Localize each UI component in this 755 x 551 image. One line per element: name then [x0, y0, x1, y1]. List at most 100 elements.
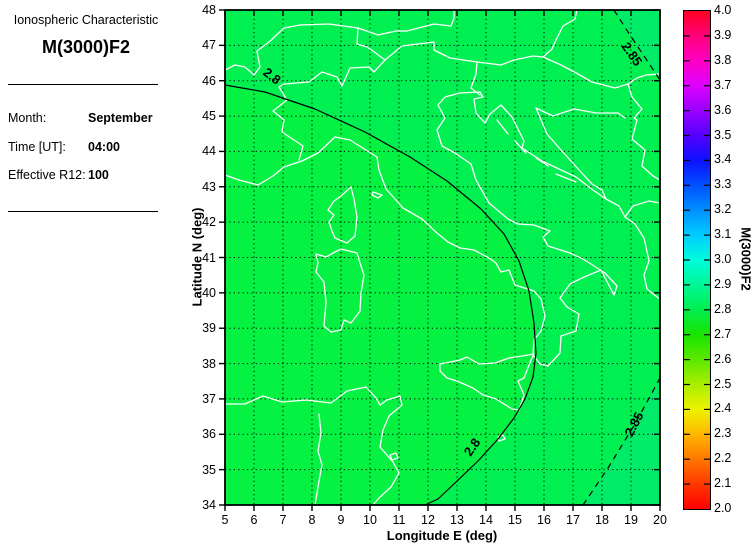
colorbar-tick-label: 2.1 [714, 476, 732, 491]
coastline-path [357, 9, 455, 36]
coastline-path [389, 452, 399, 461]
info-panel: Ionospheric Characteristic M(3000)F2 Mon… [0, 0, 172, 551]
x-tick-label: 13 [450, 513, 464, 527]
coastline-path [439, 353, 535, 411]
coastline-path [470, 61, 481, 96]
coastline-path [356, 27, 386, 61]
colorbar-tick-label: 2.2 [714, 451, 732, 466]
fill-region-above-2.85-northeast [614, 10, 660, 80]
colorbar-tick-label: 3.1 [714, 227, 732, 242]
coastline-path [272, 83, 304, 161]
colorbar-tick-label: 2.4 [714, 401, 732, 416]
y-tick-label: 39 [202, 321, 216, 336]
coastline-path [371, 191, 383, 199]
x-tick-label: 12 [421, 513, 435, 527]
contour-map-plot [219, 9, 662, 511]
y-tick-label: 40 [202, 285, 216, 300]
colorbar-tick-label: 2.3 [714, 426, 732, 441]
x-tick-label: 8 [308, 513, 316, 527]
coastline-path [224, 64, 255, 76]
divider [8, 211, 158, 212]
coastline-path [514, 140, 527, 154]
coastline-path [299, 23, 359, 29]
coastline-path [384, 41, 478, 63]
colorbar-tick-label: 2.9 [714, 276, 732, 291]
x-tick-label: 20 [653, 513, 667, 527]
x-tick-label: 5 [221, 513, 229, 527]
coastline-path [535, 107, 607, 200]
colorbar-tick-label: 3.0 [714, 252, 732, 266]
colorbar-tick-label: 4.0 [714, 3, 732, 17]
colorbar-tick-label: 2.8 [714, 301, 732, 316]
y-axis-title: Latitude N (deg) [189, 207, 205, 307]
coastline-path [555, 173, 577, 183]
y-tick-label: 37 [202, 391, 216, 406]
time-label: Time [UT]: [8, 140, 66, 154]
coastline-path [497, 434, 506, 442]
x-tick-label: 14 [479, 513, 493, 527]
colorbar [683, 10, 711, 510]
y-tick-label: 44 [202, 144, 216, 159]
coastline-path [535, 157, 549, 167]
coastline-path [476, 55, 544, 66]
colorbar-title: M(3000)F2 [738, 227, 754, 291]
x-tick-label: 11 [392, 513, 406, 527]
time-value: 04:00 [88, 140, 120, 154]
coastline-path [473, 91, 662, 301]
r12-row: Effective R12: 100 [0, 168, 172, 184]
colorbar-tick-label: 3.5 [714, 127, 732, 142]
coastline-path [283, 59, 386, 87]
colorbar-tick-label: 2.7 [714, 326, 732, 341]
y-tick-label: 35 [202, 462, 216, 477]
coastline-path [542, 56, 661, 89]
colorbar-tick-label: 3.8 [714, 52, 732, 67]
y-tick-label: 42 [202, 215, 216, 230]
colorbar-tick-label: 3.7 [714, 77, 732, 92]
panel-heading: Ionospheric Characteristic [13, 13, 159, 27]
coastline-path [542, 9, 578, 58]
colorbar-ticks [684, 35, 710, 485]
r12-value: 100 [88, 168, 109, 182]
divider [8, 84, 158, 85]
colorbar-tick-label: 3.9 [714, 27, 732, 42]
y-tick-label: 34 [202, 498, 216, 512]
colorbar-tick-label: 2.6 [714, 351, 732, 366]
coastline-path [627, 83, 661, 181]
coastline-path [535, 107, 626, 119]
colorbar-tick-label: 3.6 [714, 102, 732, 117]
y-tick-label: 43 [202, 179, 216, 194]
x-axis-title: Longitude E (deg) [386, 528, 498, 543]
month-value: September [88, 111, 153, 125]
colorbar-tick-label: 3.4 [714, 152, 732, 167]
x-tick-label: 9 [337, 513, 345, 527]
y-tick-label: 36 [202, 427, 216, 442]
y-tick-label: 41 [202, 250, 216, 265]
y-tick-label: 47 [202, 38, 216, 53]
y-tick-label: 46 [202, 73, 216, 88]
colorbar-tick-label: 3.3 [714, 177, 732, 192]
characteristic-name: M(3000)F2 [41, 37, 131, 57]
coastline-path [224, 91, 618, 367]
contour-line-2.85 [613, 9, 661, 81]
x-tick-label: 16 [537, 513, 551, 527]
r12-label: Effective R12: [8, 168, 86, 182]
x-tick-label: 19 [624, 513, 638, 527]
coastline-path [253, 24, 301, 76]
contour-line-2.85 [582, 377, 661, 506]
x-tick-label: 10 [363, 513, 377, 527]
x-tick-label: 6 [250, 513, 258, 527]
coastline-path [224, 386, 403, 506]
y-tick-label: 38 [202, 356, 216, 371]
coastline-path [327, 186, 358, 244]
coastline-path [314, 413, 323, 506]
colorbar-tick-label: 2.0 [714, 501, 732, 515]
month-row: Month: September [0, 111, 172, 127]
coastline-path [496, 119, 509, 135]
x-tick-label: 15 [508, 513, 522, 527]
y-tick-label: 45 [202, 109, 216, 124]
coastline-path [315, 248, 365, 333]
x-tick-label: 7 [279, 513, 287, 527]
fill-region-above-2.85-southeast [583, 378, 660, 505]
colorbar-tick-label: 2.5 [714, 376, 732, 391]
